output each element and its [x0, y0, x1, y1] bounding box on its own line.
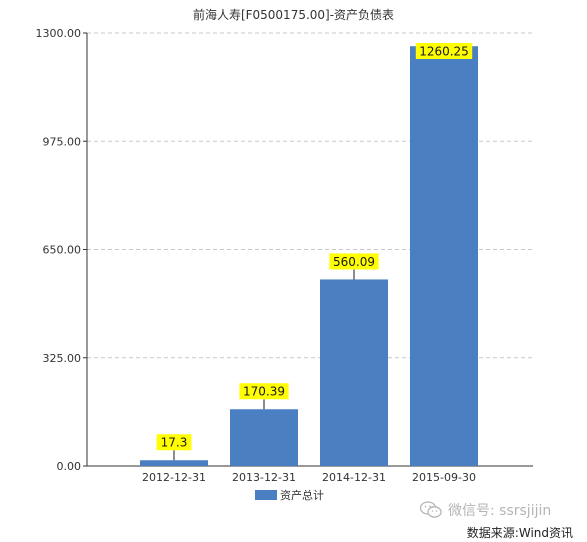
y-tick-label: 1300.00 [36, 27, 82, 40]
data-label: 170.39 [243, 385, 285, 399]
data-label-box [239, 383, 289, 400]
data-label: 560.09 [333, 255, 375, 269]
y-tick-label: 0.00 [57, 460, 82, 473]
y-tick-label: 325.00 [43, 352, 82, 365]
legend-swatch [255, 490, 277, 500]
y-tick-label: 650.00 [43, 244, 82, 257]
data-label-box [329, 253, 379, 270]
y-tick-label: 975.00 [43, 135, 82, 148]
wechat-icon [420, 501, 442, 518]
x-tick-label: 2014-12-31 [322, 471, 386, 484]
data-label: 1260.25 [419, 45, 469, 59]
legend-label: 资产总计 [280, 489, 324, 502]
bar [410, 46, 478, 466]
bars [140, 46, 478, 466]
watermark: 微信号: ssrsjijin [420, 500, 551, 520]
x-tick-label: 2015-09-30 [412, 471, 476, 484]
watermark-text: 微信号: ssrsjijin [448, 503, 552, 519]
bar [230, 409, 298, 466]
data-label-box [156, 434, 192, 451]
x-tick-label: 2012-12-31 [142, 471, 206, 484]
bar [140, 460, 208, 466]
x-tick-label: 2013-12-31 [232, 471, 296, 484]
data-source: 数据来源:Wind资讯 [466, 526, 573, 540]
chart-title: 前海人寿[F0500175.00]-资产负债表 [192, 8, 395, 22]
bar [320, 279, 388, 466]
data-label-box [415, 43, 473, 59]
data-label: 17.3 [161, 436, 188, 450]
legend: 资产总计 [255, 488, 324, 502]
data-labels: 17.3 170.39 560.09 1260.25 [156, 43, 473, 461]
